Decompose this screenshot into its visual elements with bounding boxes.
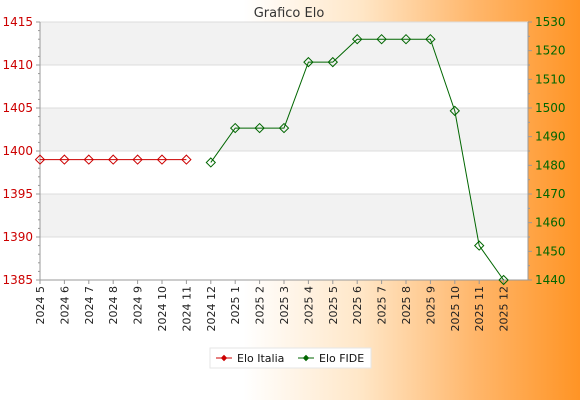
data-point	[83, 154, 95, 165]
left-tick-label: 1405	[2, 101, 33, 115]
left-tick-label: 1385	[2, 273, 33, 287]
data-point	[34, 154, 46, 165]
right-tick-label: 1520	[535, 44, 566, 58]
x-tick-label: 2024 8	[107, 286, 120, 325]
x-tick-label: 2024 12	[205, 286, 218, 332]
legend-marker	[220, 354, 228, 362]
data-point	[400, 33, 412, 45]
data-point	[376, 33, 387, 45]
right-tick-label: 1480	[535, 158, 566, 172]
data-point	[132, 154, 143, 165]
x-tick-label: 2025 12	[498, 286, 511, 332]
data-point	[205, 157, 217, 168]
right-tick-label: 1490	[535, 130, 566, 144]
x-tick-label: 2025 8	[400, 286, 413, 325]
x-tick-label: 2025 7	[376, 286, 389, 325]
data-point	[425, 33, 436, 45]
data-point	[498, 274, 509, 286]
x-tick-label: 2024 5	[34, 286, 47, 325]
chart-title: Grafico Elo	[254, 6, 325, 21]
x-tick-label: 2025 3	[278, 286, 291, 325]
x-tick-label: 2025 1	[229, 286, 242, 325]
x-tick-label: 2025 10	[449, 286, 462, 332]
x-tick-label: 2024 11	[180, 286, 193, 332]
legend-label: Elo FIDE	[319, 352, 364, 365]
x-tick-label: 2024 10	[156, 286, 169, 332]
right-tick-label: 1450	[535, 244, 566, 258]
left-tick-label: 1410	[2, 58, 33, 72]
plot-band	[40, 194, 528, 237]
legend: Elo Italia Elo FIDE	[209, 347, 372, 369]
data-point	[303, 56, 314, 68]
right-tick-label: 1470	[535, 187, 566, 201]
data-point	[327, 56, 339, 68]
x-tick-label: 2025 4	[302, 286, 315, 325]
data-point	[229, 122, 241, 134]
right-tick-label: 1500	[535, 101, 566, 115]
data-point	[473, 240, 485, 251]
x-tick-label: 2025 11	[473, 286, 486, 332]
data-point	[254, 122, 265, 134]
data-point	[278, 122, 290, 134]
x-tick-label: 2025 6	[351, 286, 364, 325]
plot-band	[40, 65, 528, 108]
legend-marker	[302, 354, 310, 362]
x-tick-label: 2024 7	[83, 286, 96, 325]
series-line	[210, 38, 505, 281]
left-tick-label: 1415	[2, 15, 33, 29]
plot-band	[40, 151, 528, 194]
left-tick-label: 1390	[2, 230, 33, 244]
plot-band	[40, 22, 528, 65]
right-tick-label: 1460	[535, 216, 566, 230]
left-tick-label: 1395	[2, 187, 33, 201]
data-point	[156, 154, 168, 165]
data-point	[449, 105, 461, 117]
legend-label: Elo Italia	[237, 352, 284, 365]
right-tick-label: 1530	[535, 15, 566, 29]
x-tick-label: 2025 9	[424, 286, 437, 325]
right-tick-label: 1510	[535, 72, 566, 86]
x-tick-label: 2025 2	[254, 286, 267, 325]
data-point	[181, 154, 192, 165]
data-point	[351, 33, 363, 45]
left-tick-label: 1400	[2, 144, 33, 158]
x-tick-label: 2024 9	[132, 286, 145, 325]
plot-band	[40, 237, 528, 280]
right-tick-label: 1440	[535, 273, 566, 287]
plot-band	[40, 108, 528, 151]
legend-box	[209, 347, 372, 369]
x-tick-label: 2024 6	[58, 286, 71, 325]
data-point	[107, 154, 119, 165]
data-point	[59, 154, 70, 165]
x-tick-label: 2025 5	[327, 286, 340, 325]
